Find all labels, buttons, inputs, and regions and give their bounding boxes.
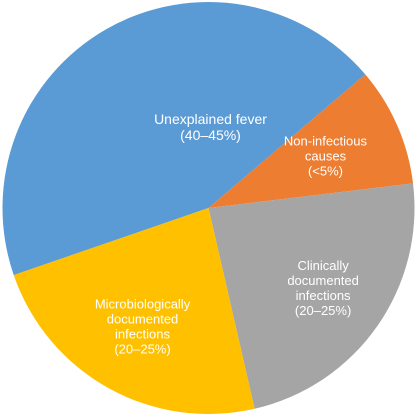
pie-slice-0 <box>2 1 366 276</box>
slice-label-line: Microbiologically <box>95 296 191 311</box>
labels-layer: Unexplained fever (40–45%) Non-infectious c… <box>95 111 368 356</box>
slice-label-line: documented <box>107 311 179 326</box>
pie-slice-1 <box>208 74 414 208</box>
slice-label-line: infections <box>115 326 170 341</box>
slice-label-line: (40–45%) <box>180 127 241 143</box>
slice-label-0: Unexplained fever (40–45%) <box>154 111 267 143</box>
slice-label-line: infections <box>296 288 351 303</box>
slice-label-line: (<5%) <box>308 164 343 179</box>
pie-slice-3 <box>13 208 255 415</box>
slice-label-line: Unexplained fever <box>154 111 267 127</box>
slice-label-line: (20–25%) <box>295 303 351 318</box>
slice-label-2: Clinically documented infections (20–25%) <box>287 258 359 318</box>
slice-label-line: Clinically <box>297 258 349 273</box>
slice-label-line: documented <box>287 273 359 288</box>
slice-label-line: causes <box>305 149 347 164</box>
pie-slice-2 <box>208 183 415 409</box>
slice-label-1: Non-infectious causes (<5%) <box>284 134 368 179</box>
slice-label-line: (20–25%) <box>114 341 170 356</box>
slice-label-line: Non-infectious <box>284 134 368 149</box>
slice-label-3: Microbiologically documented infections (20… <box>95 296 191 356</box>
